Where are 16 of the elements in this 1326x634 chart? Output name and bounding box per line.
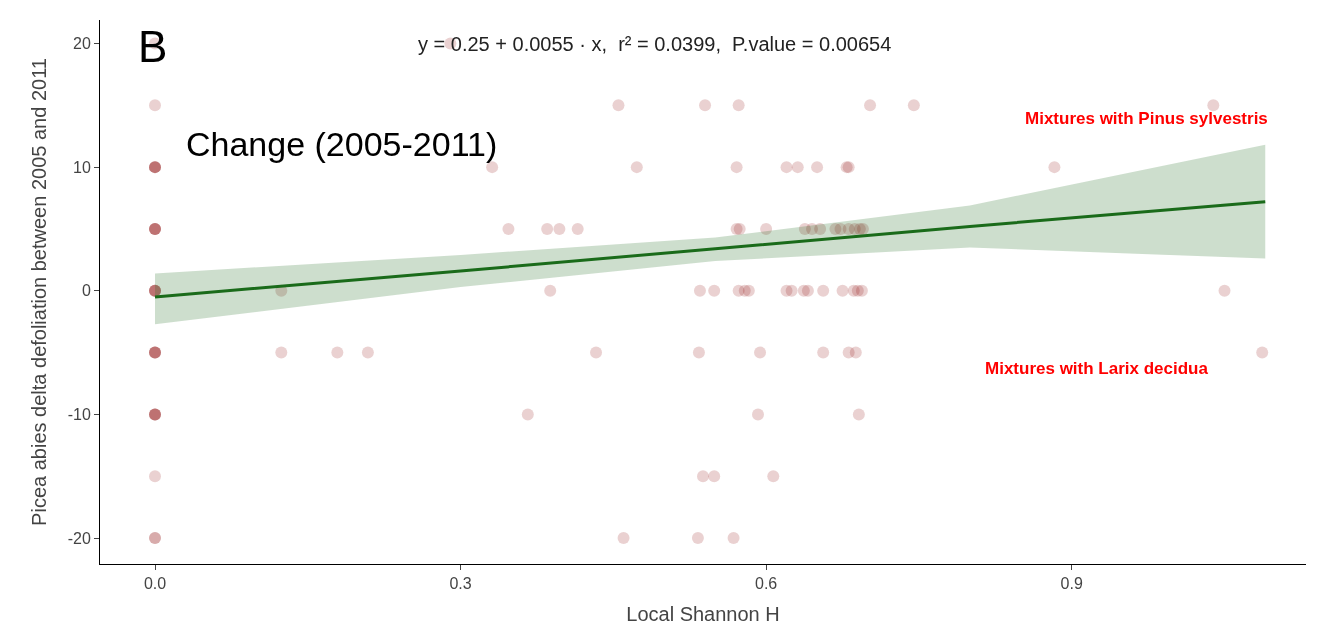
- y-tick-label: -10: [67, 406, 91, 423]
- y-axis-title: Picea abies delta defoliation between 2005 and 2011: [28, 58, 51, 526]
- x-tick-label: 0.0: [143, 575, 167, 593]
- y-tick-label: 0: [81, 282, 91, 300]
- y-tick-label: 10: [73, 158, 91, 176]
- annotation: Change (2005-2011): [186, 125, 498, 163]
- annotation: Mixtures with Larix decidua: [985, 359, 1209, 378]
- annotation: Mixtures with Pinus sylvestris: [1025, 109, 1268, 128]
- x-tick-label: 0.3: [449, 575, 472, 593]
- y-tick-label: -20: [67, 529, 91, 547]
- x-axis-title: Local Shannon H: [626, 602, 780, 625]
- annotation: B: [138, 22, 168, 71]
- y-tick-label: 20: [73, 35, 91, 53]
- annotation: y = 0.25 + 0.0055 · x, r² = 0.0399, P.value = 0.00654: [418, 33, 892, 55]
- x-tick-label: 0.6: [755, 575, 778, 593]
- x-tick-label: 0.9: [1060, 575, 1083, 593]
